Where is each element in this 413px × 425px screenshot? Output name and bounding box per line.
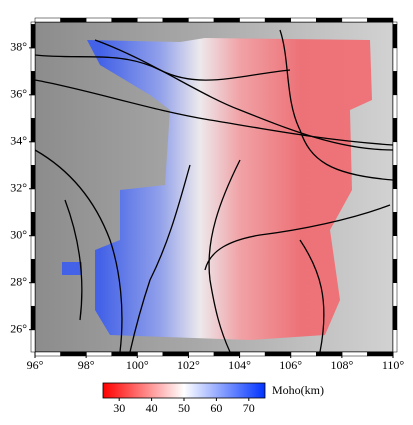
frame-segment — [392, 211, 398, 236]
frame-segment — [264, 17, 291, 23]
frame-segment — [392, 24, 398, 49]
frame-segment — [392, 118, 398, 143]
frame-segment — [188, 17, 215, 23]
frame-segment — [392, 21, 398, 25]
frame-segment — [290, 17, 317, 23]
frame-segment — [392, 188, 398, 213]
frame-segment — [239, 351, 266, 357]
frame-segment — [111, 17, 138, 23]
frame-segment — [30, 188, 36, 213]
frame-segment — [30, 71, 36, 96]
frame-segment — [316, 17, 343, 23]
frame-segment — [392, 258, 398, 283]
frame-segment — [30, 165, 36, 190]
y-tick-label: 36° — [10, 87, 27, 101]
fault-lines — [34, 29, 394, 353]
frame-segment — [188, 351, 215, 357]
colorbar-tick-label: 60 — [210, 401, 222, 415]
colorbar-tick-label: 30 — [113, 401, 125, 415]
x-tick-label: 110° — [382, 358, 405, 372]
frame-segment — [392, 165, 398, 190]
x-tick-label: 108° — [330, 358, 353, 372]
x-tick-label: 98° — [78, 358, 95, 372]
frame-segment — [85, 351, 112, 357]
x-tick-label: 106° — [279, 358, 302, 372]
frame-segment — [30, 282, 36, 307]
x-tick-label: 100° — [126, 358, 149, 372]
frame-segment — [392, 282, 398, 307]
frame-segment — [137, 351, 164, 357]
frame-segment — [316, 351, 343, 357]
colorbar-tick-label: 50 — [178, 401, 190, 415]
x-tick-label: 104° — [228, 358, 251, 372]
x-tick-label: 102° — [177, 358, 200, 372]
frame-segment — [30, 211, 36, 236]
frame-segment — [30, 118, 36, 143]
frame-segment — [30, 305, 36, 330]
frame-segment — [392, 305, 398, 330]
y-tick-label: 32° — [10, 181, 27, 195]
frame-segment — [30, 329, 36, 353]
frame-segment — [30, 258, 36, 283]
frame-segment — [60, 17, 87, 23]
colorbar-title: Moho(km) — [272, 383, 324, 397]
x-tick-label: 96° — [27, 358, 44, 372]
moho-region — [62, 38, 372, 340]
frame-segment — [341, 351, 368, 357]
frame-segment — [264, 351, 291, 357]
frame-segment — [34, 351, 61, 357]
frame-segment — [60, 351, 87, 357]
frame-segment — [392, 141, 398, 166]
y-tick-label: 30° — [10, 227, 27, 241]
frame-segment — [30, 47, 36, 72]
y-tick-label: 28° — [10, 274, 27, 288]
frame-segment — [392, 71, 398, 96]
frame-segment — [34, 17, 61, 23]
colorbar — [102, 382, 266, 399]
y-tick-label: 26° — [10, 321, 27, 335]
frame-segment — [85, 17, 112, 23]
frame-segment — [392, 47, 398, 72]
y-tick-label: 38° — [10, 40, 27, 54]
frame-segment — [30, 24, 36, 49]
frame-segment — [30, 141, 36, 166]
frame-segment — [213, 351, 240, 357]
frame-segment — [392, 329, 398, 353]
frame-segment — [30, 21, 36, 25]
frame-segment — [162, 351, 189, 357]
frame-segment — [341, 17, 368, 23]
frame-segment — [239, 17, 266, 23]
frame-segment — [392, 94, 398, 119]
frame-segment — [30, 235, 36, 260]
y-tick-label: 34° — [10, 134, 27, 148]
colorbar-tick-label: 70 — [243, 401, 255, 415]
frame-segment — [111, 351, 138, 357]
frame-segment — [213, 17, 240, 23]
frame-segment — [367, 351, 394, 357]
frame-segment — [30, 94, 36, 119]
frame-segment — [137, 17, 164, 23]
frame-segment — [162, 17, 189, 23]
frame-segment — [392, 235, 398, 260]
frame-segment — [367, 17, 394, 23]
colorbar-tick-label: 40 — [146, 401, 158, 415]
frame-segment — [290, 351, 317, 357]
